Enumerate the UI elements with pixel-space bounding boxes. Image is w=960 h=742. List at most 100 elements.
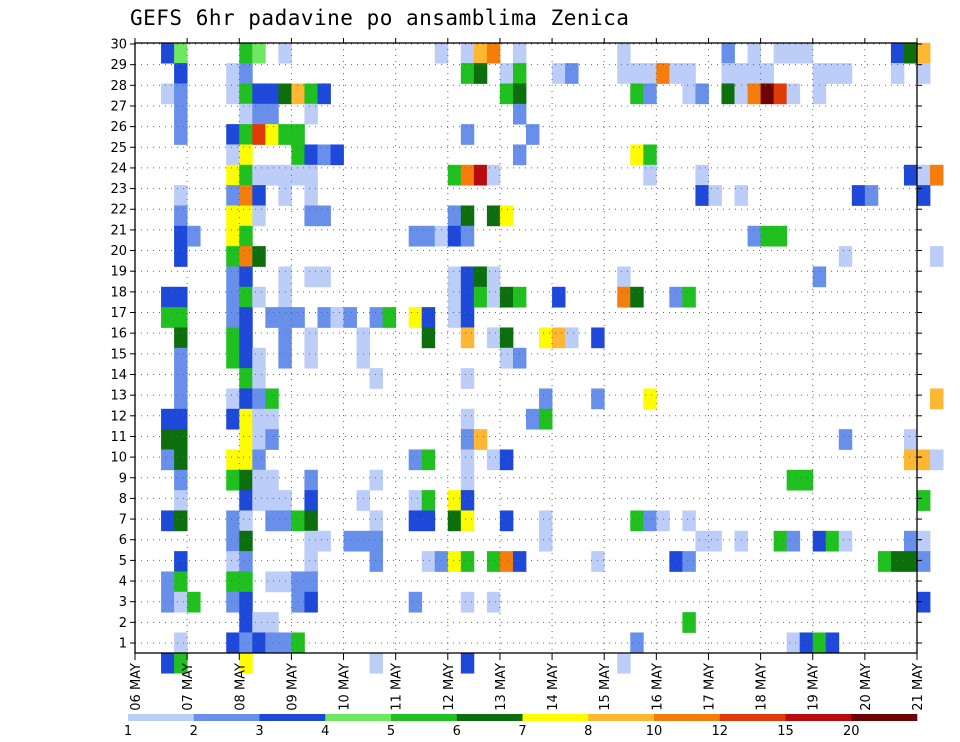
heatmap-cell xyxy=(239,612,253,633)
heatmap-cell xyxy=(460,429,475,450)
heatmap-cell xyxy=(174,632,188,654)
heatmap-cell xyxy=(174,510,188,532)
heatmap-cell xyxy=(447,307,462,328)
heatmap-cell xyxy=(369,530,384,552)
heatmap-cell xyxy=(239,530,253,552)
heatmap-cell xyxy=(812,530,827,552)
heatmap-cell xyxy=(617,63,631,84)
heatmap-cell xyxy=(369,510,384,532)
heatmap-cell xyxy=(486,551,501,572)
heatmap-cell xyxy=(512,347,527,369)
heatmap-cell xyxy=(226,530,240,552)
heatmap-cell xyxy=(786,83,801,105)
heatmap-cell xyxy=(252,429,266,450)
x-tick-label: 07 MAY xyxy=(181,663,196,711)
heatmap-cell xyxy=(734,83,748,105)
y-tick-label: 20 xyxy=(110,244,127,259)
heatmap-cell xyxy=(174,246,188,267)
colorbar-swatch xyxy=(259,714,326,721)
heatmap-cell xyxy=(760,225,775,247)
heatmap-cell xyxy=(187,225,201,247)
heatmap-cell xyxy=(382,307,397,328)
heatmap-cell xyxy=(825,530,840,552)
heatmap-cell xyxy=(721,42,735,64)
heatmap-cell xyxy=(903,42,918,64)
x-tick-label: 14 MAY xyxy=(546,663,561,711)
heatmap-cell xyxy=(252,103,266,125)
heatmap-cell xyxy=(252,469,266,491)
heatmap-cell xyxy=(369,307,384,328)
heatmap-cell xyxy=(174,124,188,145)
heatmap-cell xyxy=(812,63,827,84)
heatmap-cell xyxy=(239,368,253,389)
y-tick-label: 3 xyxy=(119,595,127,610)
colorbar-swatch xyxy=(588,714,655,721)
heatmap-cell xyxy=(539,327,553,349)
heatmap-cell xyxy=(877,551,892,572)
heatmap-cell xyxy=(682,63,696,84)
heatmap-cell xyxy=(265,632,279,654)
heatmap-cell xyxy=(252,408,266,430)
heatmap-cell xyxy=(773,42,788,64)
heatmap-cell xyxy=(643,510,657,532)
colorbar-swatch xyxy=(325,714,392,721)
colorbar-label: 10 xyxy=(646,724,663,739)
heatmap-cell xyxy=(161,408,175,430)
heatmap-cell xyxy=(174,469,188,491)
heatmap-cell xyxy=(226,164,240,186)
heatmap-cell xyxy=(656,63,670,84)
colorbar-swatch xyxy=(456,714,523,721)
heatmap-cell xyxy=(161,42,175,64)
heatmap-cell xyxy=(460,591,475,613)
heatmap-cell xyxy=(747,42,761,64)
heatmap-cell xyxy=(304,469,318,491)
heatmap-cell xyxy=(304,530,318,552)
heatmap-cell xyxy=(734,185,748,206)
x-tick-label: 08 MAY xyxy=(233,663,248,711)
heatmap-cell xyxy=(630,83,644,105)
heatmap-cell xyxy=(278,42,292,64)
heatmap-cell xyxy=(630,632,644,654)
heatmap-cell xyxy=(174,185,188,206)
heatmap-cell xyxy=(239,469,253,491)
heatmap-cell xyxy=(304,327,318,349)
y-tick-label: 21 xyxy=(110,223,127,238)
heatmap-cell xyxy=(304,490,318,511)
plot-frame xyxy=(134,42,918,654)
heatmap-cell xyxy=(317,307,331,328)
heatmap-cell xyxy=(226,83,240,105)
heatmap-cell xyxy=(825,63,840,84)
heatmap-cell xyxy=(356,327,370,349)
heatmap-cell xyxy=(643,144,657,166)
heatmap-cell xyxy=(460,205,475,227)
heatmap-cell xyxy=(617,286,631,308)
heatmap-cell xyxy=(786,42,801,64)
heatmap-cell xyxy=(695,83,709,105)
x-tick-label: 16 MAY xyxy=(650,663,665,711)
colorbar-swatch xyxy=(193,714,260,721)
colorbar-label: 8 xyxy=(584,724,592,739)
heatmap-cell xyxy=(161,571,175,593)
heatmap-cell xyxy=(851,185,866,206)
heatmap-cell xyxy=(174,103,188,125)
heatmap-cell xyxy=(643,164,657,186)
heatmap-cell xyxy=(226,510,240,532)
heatmap-cell xyxy=(174,490,188,511)
heatmap-cell xyxy=(930,388,944,410)
heatmap-cell xyxy=(252,632,266,654)
y-tick-label: 27 xyxy=(110,99,127,114)
heatmap-cell xyxy=(369,368,384,389)
heatmap-cell xyxy=(226,205,240,227)
heatmap-cell xyxy=(799,469,814,491)
heatmap-cell xyxy=(460,286,475,308)
heatmap-cell xyxy=(174,571,188,593)
heatmap-cell xyxy=(721,63,735,84)
heatmap-cell xyxy=(669,63,683,84)
heatmap-cell xyxy=(903,429,918,450)
heatmap-cell xyxy=(239,429,253,450)
heatmap-cell xyxy=(239,591,253,613)
heatmap-cell xyxy=(161,307,175,328)
heatmap-cell xyxy=(291,591,305,613)
heatmap-cell xyxy=(161,591,175,613)
